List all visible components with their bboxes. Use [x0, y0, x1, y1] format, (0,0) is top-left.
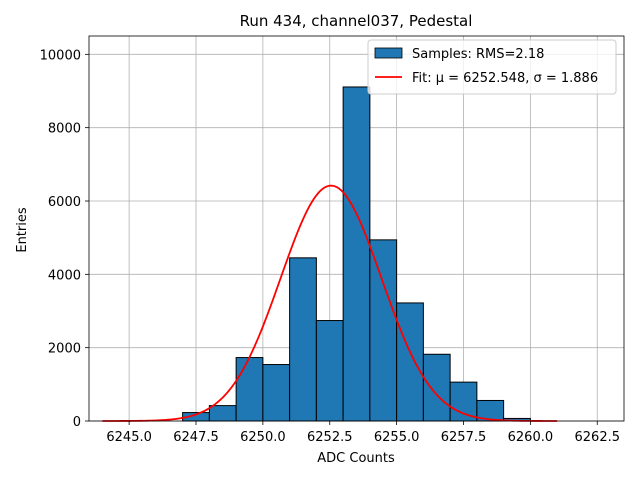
y-tick-label: 0	[73, 415, 81, 430]
histogram-bar	[396, 302, 424, 422]
legend-swatch-samples	[374, 47, 403, 59]
plot-frame	[88, 35, 625, 422]
histogram-bar	[449, 381, 478, 422]
histogram-bar	[422, 353, 451, 422]
x-tick-label: 6250.0	[240, 430, 286, 445]
y-axis-label: Entries	[15, 207, 30, 253]
x-tick-label: 6262.5	[575, 430, 621, 445]
histogram-bar	[289, 257, 317, 422]
legend-label-fit: Fit: μ = 6252.548, σ = 1.886	[412, 71, 598, 86]
y-tick-label: 4000	[48, 268, 81, 283]
x-tick-label: 6257.5	[441, 430, 487, 445]
histogram-bar	[315, 320, 344, 422]
histogram-bar	[235, 357, 264, 422]
histogram-bar	[208, 405, 237, 422]
y-tick-label: 6000	[48, 195, 81, 210]
fit-curve	[102, 184, 558, 422]
histogram-bars	[182, 86, 531, 422]
axis-ticks: 6245.0 6247.5 6250.0 6252.5 6255.0 6257.5 6260…	[40, 48, 620, 445]
x-tick-label: 6255.0	[374, 430, 420, 445]
y-tick-label: 2000	[48, 342, 81, 357]
x-axis-label: ADC Counts	[317, 451, 395, 466]
x-tick-label: 6252.5	[307, 430, 353, 445]
fit-curve-group	[102, 184, 558, 422]
x-tick-label: 6247.5	[173, 430, 219, 445]
y-tick-label: 10000	[40, 48, 81, 63]
legend-label-samples: Samples: RMS=2.18	[412, 47, 544, 62]
histogram-bar	[342, 86, 371, 422]
legend: Samples: RMS=2.18 Fit: μ = 6252.548, σ =…	[367, 39, 617, 95]
y-tick-label: 8000	[48, 122, 81, 137]
chart-title: Run 434, channel037, Pedestal	[240, 12, 473, 30]
histogram-bar	[369, 239, 398, 422]
x-tick-label: 6245.0	[106, 430, 152, 445]
x-tick-label: 6260.0	[508, 430, 554, 445]
legend-box	[367, 39, 617, 95]
histogram-bar	[262, 364, 291, 422]
